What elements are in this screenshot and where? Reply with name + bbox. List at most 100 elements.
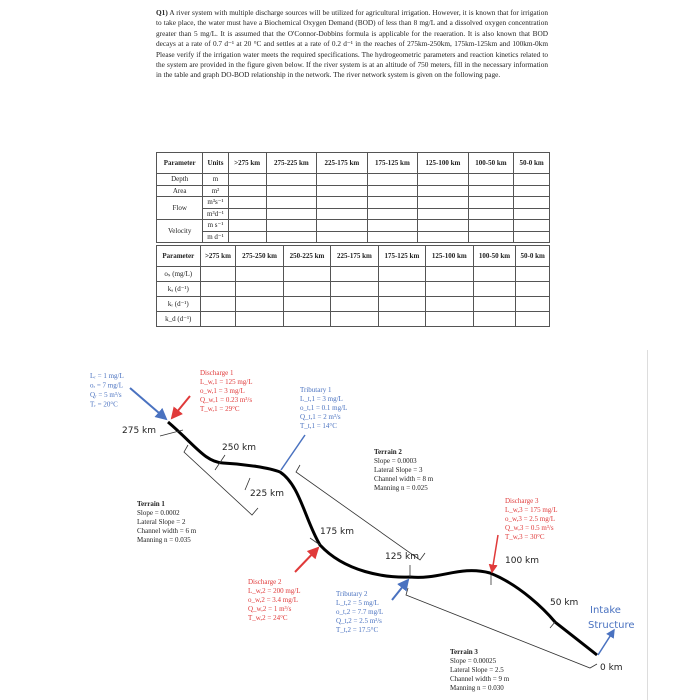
empty-input-cell[interactable] — [316, 184, 368, 197]
terrain1-label: Channel width = 6 m — [137, 527, 197, 535]
discharge3-label: L_w,3 = 175 mg/L — [505, 506, 558, 514]
empty-input-cell[interactable] — [513, 173, 550, 186]
empty-input-cell[interactable] — [417, 196, 469, 209]
empty-input-cell[interactable] — [417, 230, 469, 243]
empty-input-cell[interactable] — [515, 281, 550, 297]
empty-input-cell[interactable] — [330, 296, 379, 312]
terrain2-label: Manning n = 0.025 — [374, 484, 428, 492]
empty-input-cell[interactable] — [227, 184, 267, 197]
empty-input-cell[interactable] — [330, 266, 379, 282]
unit-cell: m² — [202, 184, 229, 197]
empty-input-cell[interactable] — [467, 207, 515, 220]
empty-input-cell[interactable] — [316, 230, 368, 243]
empty-input-cell[interactable] — [330, 311, 379, 327]
empty-input-cell[interactable] — [265, 196, 318, 209]
empty-input-cell[interactable] — [472, 281, 517, 297]
page-divider — [647, 350, 648, 700]
empty-input-cell[interactable] — [316, 207, 368, 220]
empty-input-cell[interactable] — [366, 207, 419, 220]
terrain1-label: Lateral Slope = 2 — [137, 518, 186, 526]
empty-input-cell[interactable] — [265, 219, 318, 232]
terrain2-label: Slope = 0.0003 — [374, 457, 417, 465]
empty-input-cell[interactable] — [316, 196, 368, 209]
empty-input-cell[interactable] — [265, 230, 318, 243]
empty-input-cell[interactable] — [425, 266, 474, 282]
empty-input-cell[interactable] — [366, 219, 419, 232]
empty-input-cell[interactable] — [467, 219, 515, 232]
empty-input-cell[interactable] — [227, 207, 267, 220]
empty-input-cell[interactable] — [377, 296, 427, 312]
empty-input-cell[interactable] — [265, 207, 318, 220]
terrain2-label: Channel width = 8 m — [374, 475, 434, 483]
river-network-diagram: Lᵣ = 1 mg/L oᵣ = 7 mg/LQᵣ = 5 m³/s Tᵣ = 20… — [90, 369, 635, 692]
table1-header: 225-175 km — [316, 152, 368, 174]
empty-input-cell[interactable] — [467, 230, 515, 243]
empty-input-cell[interactable] — [472, 266, 517, 282]
empty-input-cell[interactable] — [235, 311, 284, 327]
empty-input-cell[interactable] — [366, 230, 419, 243]
empty-input-cell[interactable] — [265, 184, 318, 197]
empty-input-cell[interactable] — [282, 311, 332, 327]
empty-input-cell[interactable] — [366, 184, 419, 197]
empty-input-cell[interactable] — [265, 173, 318, 186]
empty-input-cell[interactable] — [472, 296, 517, 312]
empty-input-cell[interactable] — [513, 184, 550, 197]
empty-input-cell[interactable] — [513, 196, 550, 209]
empty-input-cell[interactable] — [199, 266, 237, 282]
discharge3-label: Q_w,3 = 0.5 m³/s — [505, 524, 554, 532]
terrain3-label: Channel width = 9 m — [450, 675, 510, 683]
empty-input-cell[interactable] — [330, 281, 379, 297]
empty-input-cell[interactable] — [425, 281, 474, 297]
empty-input-cell[interactable] — [377, 311, 427, 327]
empty-input-cell[interactable] — [227, 173, 267, 186]
empty-input-cell[interactable] — [199, 311, 237, 327]
terrain3-label: Lateral Slope = 2.5 — [450, 666, 504, 674]
empty-input-cell[interactable] — [227, 230, 267, 243]
intake-structure-label: Intake — [590, 605, 621, 616]
empty-input-cell[interactable] — [472, 311, 517, 327]
empty-input-cell[interactable] — [199, 296, 237, 312]
empty-input-cell[interactable] — [366, 196, 419, 209]
empty-input-cell[interactable] — [316, 219, 368, 232]
empty-input-cell[interactable] — [417, 173, 469, 186]
empty-input-cell[interactable] — [227, 219, 267, 232]
empty-input-cell[interactable] — [282, 281, 332, 297]
empty-input-cell[interactable] — [235, 296, 284, 312]
parameter-cell: Depth — [155, 173, 204, 186]
empty-input-cell[interactable] — [282, 266, 332, 282]
parameter-cell: kᵣ (d⁻¹) — [156, 296, 201, 312]
empty-input-cell[interactable] — [417, 219, 469, 232]
empty-input-cell[interactable] — [282, 296, 332, 312]
empty-input-cell[interactable] — [513, 219, 550, 232]
empty-input-cell[interactable] — [417, 207, 469, 220]
empty-input-cell[interactable] — [417, 184, 469, 197]
empty-input-cell[interactable] — [513, 207, 550, 220]
empty-input-cell[interactable] — [377, 281, 427, 297]
table2-header: 125-100 km — [425, 245, 474, 267]
empty-input-cell[interactable] — [513, 230, 550, 243]
empty-input-cell[interactable] — [515, 311, 550, 327]
empty-input-cell[interactable] — [425, 311, 474, 327]
km-marker-label: 100 km — [505, 556, 539, 566]
empty-input-cell[interactable] — [377, 266, 427, 282]
discharge2-label: L_w,2 = 200 mg/L — [248, 587, 301, 595]
empty-input-cell[interactable] — [235, 266, 284, 282]
question-label: Q1) — [156, 8, 168, 17]
empty-input-cell[interactable] — [199, 281, 237, 297]
discharge2-label: Q_w,2 = 1 m³/s — [248, 605, 292, 613]
empty-input-cell[interactable] — [235, 281, 284, 297]
empty-input-cell[interactable] — [316, 173, 368, 186]
empty-input-cell[interactable] — [467, 173, 515, 186]
km-marker-label: 275 km — [122, 426, 156, 436]
tributary1-label: L_t,1 = 3 mg/L — [300, 395, 343, 403]
empty-input-cell[interactable] — [467, 196, 515, 209]
table2-header: 275-250 km — [235, 245, 284, 267]
empty-input-cell[interactable] — [425, 296, 474, 312]
empty-input-cell[interactable] — [366, 173, 419, 186]
empty-input-cell[interactable] — [227, 196, 267, 209]
empty-input-cell[interactable] — [515, 266, 550, 282]
unit-cell: m s⁻¹ — [202, 219, 229, 232]
empty-input-cell[interactable] — [467, 184, 515, 197]
empty-input-cell[interactable] — [515, 296, 550, 312]
tributary1-arrow — [280, 434, 306, 471]
